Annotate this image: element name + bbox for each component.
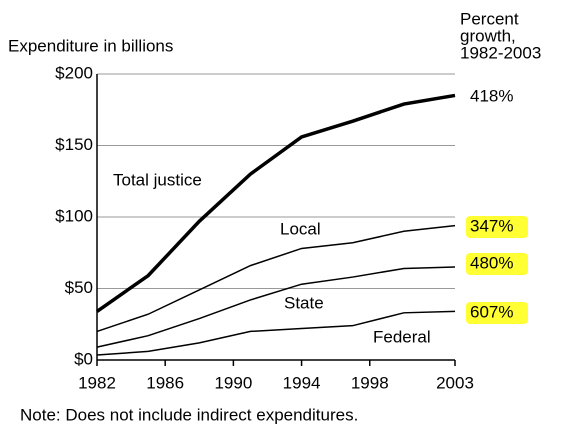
x-tick-label: 1982 [78, 373, 116, 392]
growth-label: 607% [470, 302, 513, 321]
series-line [96, 224, 456, 333]
series-line [96, 310, 456, 356]
y-tick-label: $100 [55, 206, 93, 225]
x-tick-label: 1990 [214, 373, 252, 392]
growth-label: 480% [470, 253, 513, 272]
right-header: growth, [460, 26, 516, 45]
y-tick-label: $50 [65, 278, 93, 297]
growth-label: 418% [470, 86, 513, 105]
series-label: Total justice [113, 170, 202, 189]
x-tick-label: 1994 [283, 373, 321, 392]
series-line [96, 266, 456, 348]
highlight [466, 302, 528, 324]
highlight [466, 216, 528, 238]
growth-label: 347% [470, 216, 513, 235]
right-header: 1982-2003 [460, 43, 541, 62]
series-label: Local [280, 219, 321, 238]
right-header: Percent [460, 9, 519, 28]
y-tick-label: $150 [55, 135, 93, 154]
y-axis-label: Expenditure in billions [8, 36, 173, 55]
series-label: Federal [373, 327, 431, 346]
y-tick-label: $200 [55, 63, 93, 82]
x-tick-label: 1986 [146, 373, 184, 392]
note: Note: Does not include indirect expendit… [20, 405, 358, 424]
series-line [95, 93, 456, 313]
x-tick-label: 2003 [436, 373, 474, 392]
y-tick-label: $0 [74, 349, 93, 368]
x-tick-label: 1998 [351, 373, 389, 392]
series-label: State [284, 293, 324, 312]
highlight [466, 253, 528, 275]
